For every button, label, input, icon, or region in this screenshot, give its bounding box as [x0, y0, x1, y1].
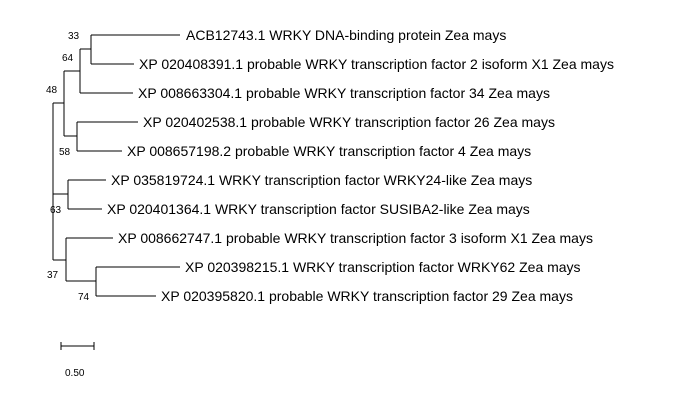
- leaf-label: XP 020408391.1 probable WRKY transcripti…: [139, 56, 614, 72]
- bootstrap-37: 37: [47, 270, 59, 281]
- bootstrap-values: 33 64 48 58 63 37 74: [46, 31, 90, 303]
- leaf-label: ACB12743.1 WRKY DNA-binding protein Zea …: [186, 27, 506, 43]
- leaf-labels: ACB12743.1 WRKY DNA-binding protein Zea …: [107, 27, 614, 304]
- leaf-label: XP 008657198.2 probable WRKY transcripti…: [127, 143, 531, 159]
- bootstrap-64: 64: [62, 53, 74, 64]
- bootstrap-48: 48: [46, 85, 58, 96]
- bootstrap-74: 74: [78, 292, 90, 303]
- bootstrap-58: 58: [59, 147, 71, 158]
- leaf-label: XP 008662747.1 probable WRKY transcripti…: [118, 230, 593, 246]
- leaf-label: XP 020395820.1 probable WRKY transcripti…: [161, 288, 573, 304]
- scale-bar: 0.50: [60, 342, 95, 379]
- tree-branches: [52, 34, 180, 297]
- leaf-label: XP 035819724.1 WRKY transcription factor…: [111, 172, 532, 188]
- leaf-label: XP 008663304.1 probable WRKY transcripti…: [138, 85, 550, 101]
- leaf-label: XP 020398215.1 WRKY transcription factor…: [185, 259, 581, 275]
- bootstrap-63: 63: [50, 205, 62, 216]
- leaf-label: XP 020401364.1 WRKY transcription factor…: [107, 201, 530, 217]
- scale-bar-label: 0.50: [65, 368, 85, 379]
- leaf-label: XP 020402538.1 probable WRKY transcripti…: [143, 114, 555, 130]
- bootstrap-33: 33: [68, 31, 80, 42]
